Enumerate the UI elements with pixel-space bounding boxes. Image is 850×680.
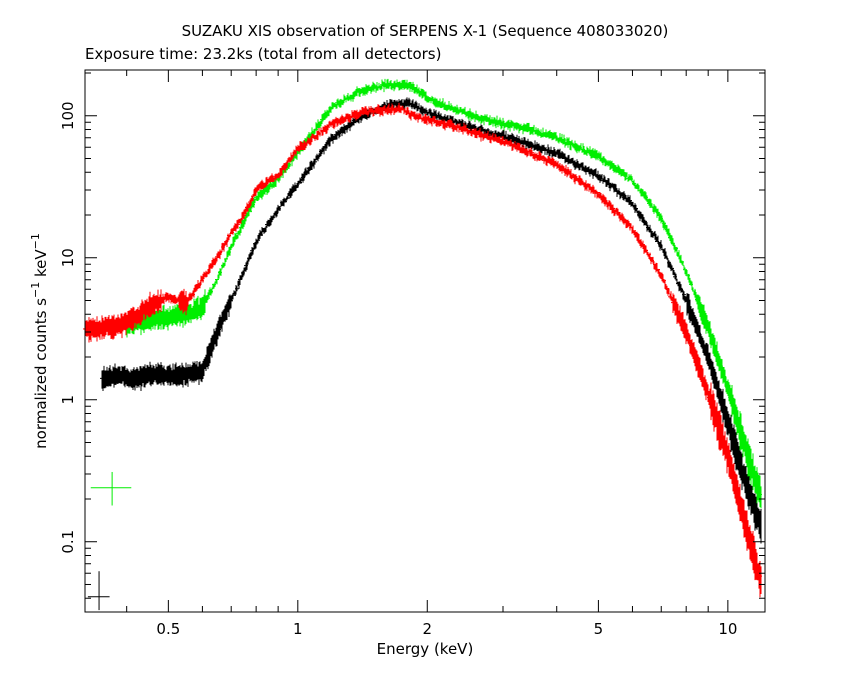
y-tick-label: 0.1	[59, 530, 77, 554]
y-tick-label: 1	[59, 395, 77, 405]
chart-subtitle: Exposure time: 23.2ks (total from all de…	[85, 45, 441, 63]
x-tick-label: 2	[422, 620, 432, 638]
reference-error-bar-1	[87, 571, 110, 611]
y-axis-label: normalized counts s−1 keV−1	[29, 233, 50, 449]
reference-error-bar-0	[90, 471, 132, 506]
x-tick-label: 0.5	[156, 620, 180, 638]
y-tick-label: 10	[59, 248, 77, 267]
y-axis-label-mid: keV	[32, 249, 50, 282]
series-2-group	[125, 78, 762, 509]
axis-ticks: 0.5 1 2 5 10 0.1 1 10 100	[59, 70, 765, 638]
x-tick-label: 5	[594, 620, 604, 638]
x-tick-label: 1	[293, 620, 303, 638]
plot-frame	[84, 69, 766, 613]
y-axis-label-sup1: −1	[29, 282, 42, 298]
y-axis-label-main: normalized counts s	[32, 298, 50, 449]
x-axis-label: Energy (keV)	[377, 640, 474, 658]
series-0-group	[83, 102, 762, 598]
y-axis-label-sup2: −1	[29, 233, 42, 249]
y-tick-label: 100	[59, 101, 77, 130]
chart-title: SUZAKU XIS observation of SERPENS X-1 (S…	[182, 22, 669, 40]
x-tick-label: 10	[718, 620, 737, 638]
plot-area	[83, 78, 762, 611]
